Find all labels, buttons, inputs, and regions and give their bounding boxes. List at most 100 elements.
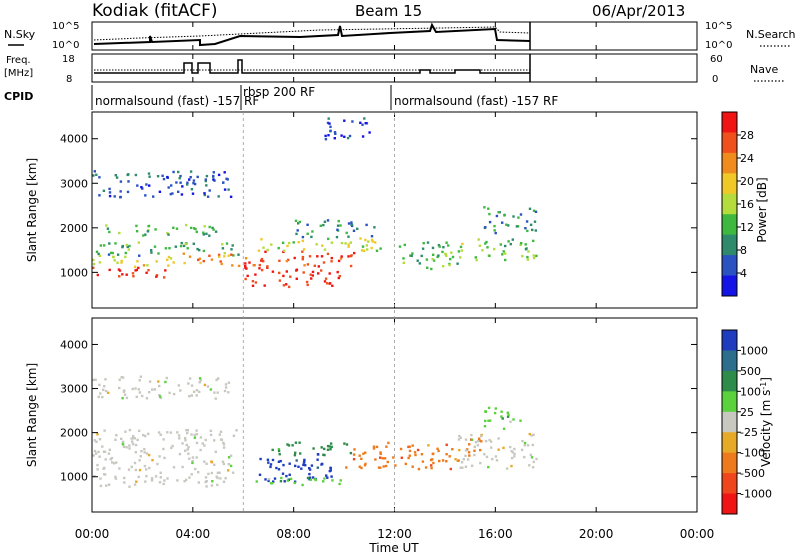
velocity-colorbar-swatch [722, 473, 737, 495]
power-region-5 [182, 252, 241, 268]
time-tick-label: 20:00 [579, 527, 614, 541]
velocity-colorbar-swatch [722, 350, 737, 372]
power-colorbar-swatch [722, 112, 737, 133]
freq-tick-bottom: 8 [66, 74, 72, 85]
velocity-colorbar-tick: -25 [740, 426, 758, 439]
power-region-6 [244, 266, 341, 289]
power-colorbar-swatch [722, 132, 737, 154]
velocity-colorbar-tick: 100 [740, 385, 761, 398]
velocity-colorbar-swatch [722, 370, 737, 392]
noise-tick-bottom-left: 10^0 [52, 40, 79, 51]
time-axis-label: Time UT [368, 541, 419, 554]
power-colorbar: 4 8 12 16 20 24 28 [721, 111, 754, 297]
radar-title: Kodiak (fitACF) [92, 1, 218, 21]
velocity-region-7 [483, 406, 522, 430]
velocity-colorbar-swatch [722, 493, 737, 515]
power-colorbar-swatch [722, 152, 737, 174]
velocity-ylabel: Slant Range [km] [25, 363, 39, 467]
time-tick-label: 00:00 [680, 527, 715, 541]
power-region-4 [92, 170, 233, 199]
velocity-region-3 [255, 476, 342, 487]
noise-right-label: N.Search [746, 28, 796, 41]
noise-left-label: N.Sky [4, 28, 36, 41]
power-ytick-label: 1000 [60, 266, 88, 279]
cpid-segment-3: normalsound (fast) -157 RF [394, 94, 558, 108]
power-region-0 [92, 266, 167, 279]
power-region-8 [257, 237, 382, 252]
power-panel: 1000 2000 3000 4000 [60, 111, 698, 309]
velocity-panel: 1000 2000 3000 4000 [60, 317, 698, 513]
cpid-segment-1: normalsound (fast) -157 RF [95, 94, 259, 108]
velocity-ytick-label: 4000 [60, 338, 88, 351]
power-region-10 [398, 241, 459, 271]
velocity-region-2 [271, 441, 353, 457]
velocity-colorbar-swatch [722, 452, 737, 474]
velocity-colorbar-swatch [722, 411, 737, 433]
power-colorbar-swatch [722, 173, 737, 195]
power-region-9 [294, 219, 376, 239]
power-colorbar-tick: 24 [740, 152, 754, 165]
cpid-segment-2: rbsp 200 RF [243, 85, 315, 99]
power-region-3 [105, 223, 218, 237]
velocity-colorbar-swatch [722, 432, 737, 454]
velocity-region-6 [457, 432, 538, 470]
velocity-colorbar-tick: -500 [740, 467, 765, 480]
power-ytick-label: 3000 [60, 177, 88, 190]
nave-tick-bottom: 0 [712, 74, 718, 85]
velocity-ytick-label: 1000 [60, 471, 88, 484]
noise-tick-top-right: 10^5 [705, 21, 732, 32]
power-colorbar-swatch [722, 255, 737, 277]
power-colorbar-tick: 20 [740, 175, 754, 188]
noise-tick-top-left: 10^5 [52, 21, 79, 32]
power-colorbar-swatch [722, 234, 737, 256]
freq-trace [94, 59, 530, 74]
time-tick-label: 08:00 [276, 527, 311, 541]
velocity-ytick-label: 2000 [60, 427, 88, 440]
power-ytick-label: 4000 [60, 133, 88, 146]
power-colorbar-tick: 28 [740, 129, 754, 142]
date-label: 06/Apr/2013 [592, 2, 685, 20]
time-tick-label: 16:00 [478, 527, 513, 541]
velocity-colorbar-label: Velocity [m s-1] [759, 377, 774, 467]
nave-tick-top: 60 [710, 54, 723, 65]
velocity-region-1 [258, 453, 333, 483]
power-ytick-label: 2000 [60, 222, 88, 235]
velocity-colorbar-swatch [722, 330, 737, 351]
noise-tick-bottom-right: 10^0 [705, 40, 732, 51]
power-region-12 [483, 206, 538, 235]
velocity-colorbar-tick: 500 [740, 365, 761, 378]
freq-label-2: [MHz] [4, 68, 33, 79]
velocity-colorbar-tick: -100 [740, 447, 765, 460]
power-region-11 [457, 238, 538, 262]
power-colorbar-tick: 8 [740, 244, 747, 257]
time-axis: 00:00 04:00 08:00 12:00 16:00 20:00 00:00 [75, 22, 715, 541]
power-colorbar-swatch [722, 193, 737, 215]
power-region-2 [95, 241, 240, 257]
cpid-label: CPID [4, 90, 33, 103]
velocity-colorbar-tick: 25 [740, 406, 754, 419]
time-tick-label: 12:00 [377, 527, 412, 541]
velocity-region-4 [345, 441, 460, 471]
velocity-region-8 [92, 375, 231, 400]
power-colorbar-tick: 4 [740, 267, 747, 280]
power-colorbar-tick: 12 [740, 221, 754, 234]
power-colorbar-swatch [722, 214, 737, 236]
time-tick-label: 04:00 [176, 527, 211, 541]
power-colorbar-label: Power [dB] [755, 177, 769, 242]
velocity-region-0 [92, 428, 238, 488]
power-region-7 [244, 250, 356, 268]
velocity-colorbar-tick: -1000 [740, 488, 772, 501]
noise-search-trace [93, 26, 531, 41]
power-region-1 [92, 254, 175, 268]
power-colorbar-tick: 16 [740, 198, 754, 211]
velocity-colorbar-swatch [722, 391, 737, 413]
freq-label-1: Freq. [6, 55, 31, 66]
velocity-colorbar-tick: 1000 [740, 344, 768, 357]
beam-label: Beam 15 [355, 2, 422, 20]
power-colorbar-swatch [722, 275, 737, 297]
noise-sky-trace [93, 22, 531, 47]
power-region-13 [324, 117, 371, 141]
time-tick-label: 00:00 [75, 527, 110, 541]
velocity-ytick-label: 3000 [60, 383, 88, 396]
